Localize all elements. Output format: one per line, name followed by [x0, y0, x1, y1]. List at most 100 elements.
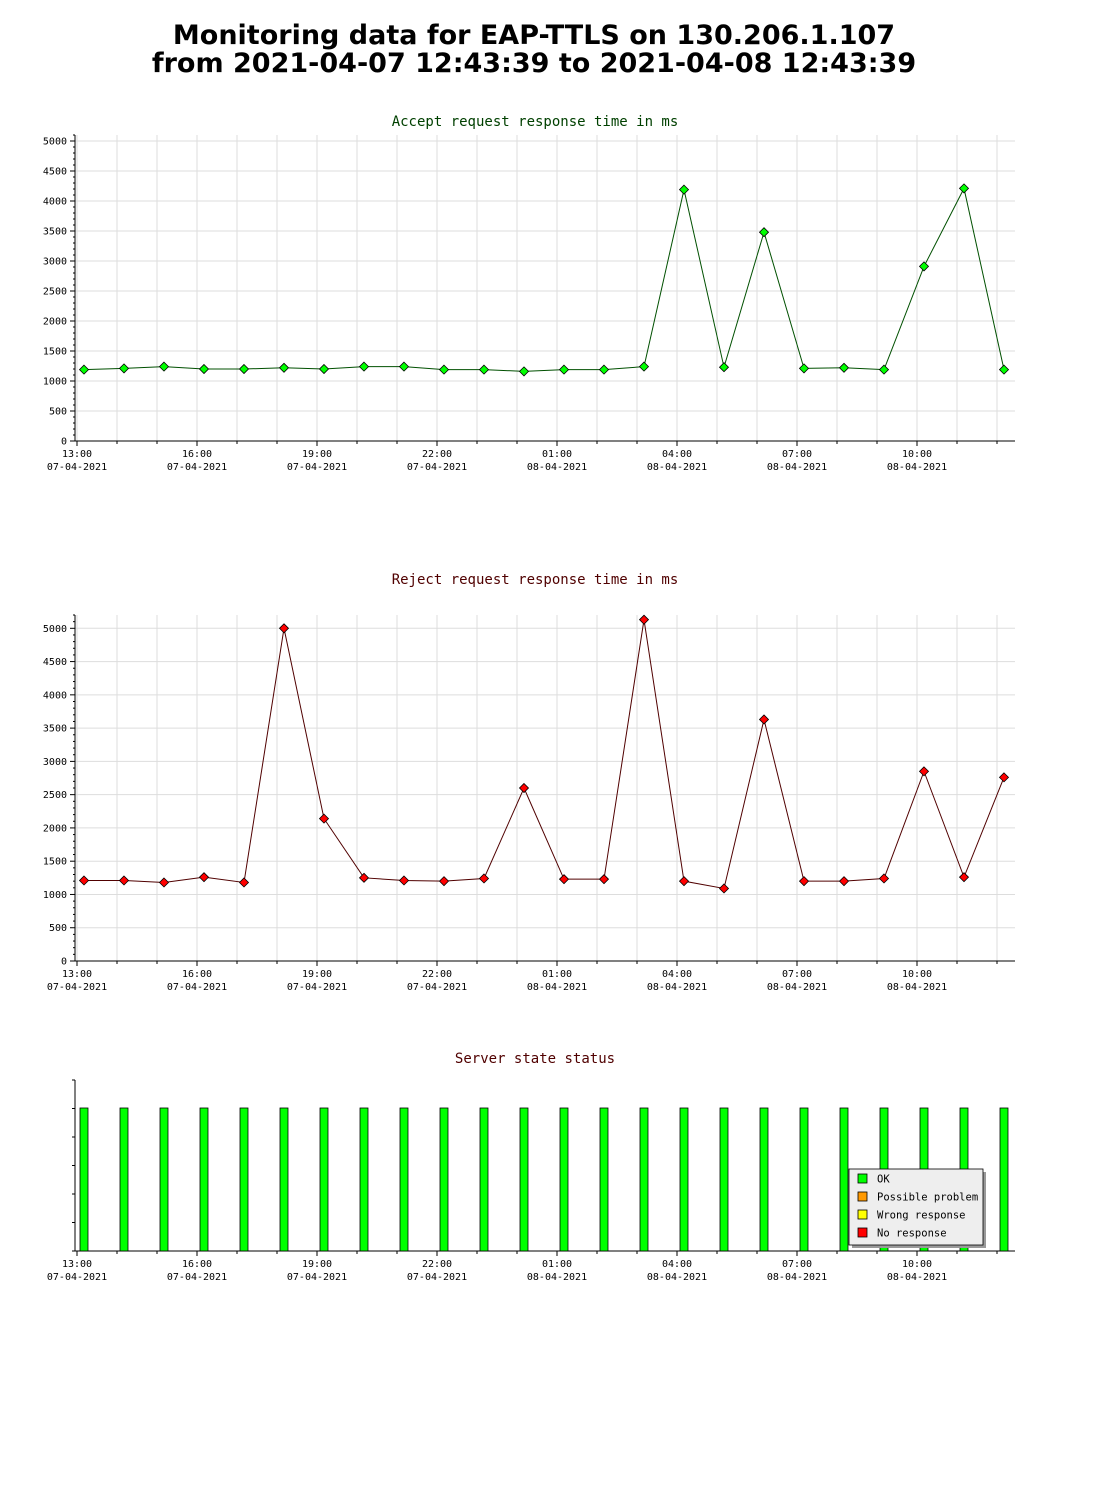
x-tick-date: 07-04-2021	[47, 1272, 107, 1283]
x-tick-date: 08-04-2021	[527, 462, 587, 473]
reject-response-chart: Reject request response time in ms 0 500 10…	[43, 572, 1015, 993]
series-line	[83, 186, 1005, 372]
status-bar	[679, 1107, 689, 1252]
status-bar	[999, 1107, 1009, 1252]
data-point	[678, 876, 690, 887]
x-tick-time: 19:00	[302, 969, 332, 980]
page-title: Monitoring data for EAP-TTLS on 130.206.…	[0, 22, 1068, 78]
x-tick-time: 10:00	[902, 449, 932, 460]
legend-label: OK	[877, 1174, 890, 1186]
y-tick-label: 1000	[43, 377, 67, 388]
y-tick-label: 5000	[43, 624, 67, 635]
y-tick-label: 500	[49, 923, 67, 934]
status-bar	[119, 1107, 129, 1252]
status-bar	[279, 1107, 289, 1252]
status-bar	[759, 1107, 769, 1252]
x-tick-time: 19:00	[302, 449, 332, 460]
data-point	[838, 362, 850, 373]
y-tick-label: 4000	[43, 690, 67, 701]
data-point	[678, 184, 690, 195]
legend-swatch	[857, 1227, 868, 1238]
y-tick-label: 3000	[43, 757, 67, 768]
x-tick-date: 07-04-2021	[287, 1272, 347, 1283]
data-point	[518, 366, 530, 377]
data-point	[638, 361, 650, 372]
x-tick-time: 04:00	[662, 969, 692, 980]
data-point	[758, 714, 770, 725]
y-tick-label: 2000	[43, 823, 67, 834]
x-tick-time: 19:00	[302, 1259, 332, 1270]
status-bar	[239, 1107, 249, 1252]
data-point	[158, 361, 170, 372]
data-point	[798, 876, 810, 887]
data-point	[318, 363, 330, 375]
data-point	[758, 227, 770, 238]
accept-response-chart: Accept request response time in ms 0 500 10…	[43, 114, 1015, 473]
status-bar	[639, 1107, 649, 1252]
status-bar	[439, 1107, 449, 1252]
x-tick-date: 07-04-2021	[407, 982, 467, 993]
data-point	[158, 877, 170, 888]
data-point	[478, 873, 490, 884]
legend-label: Wrong response	[877, 1210, 966, 1222]
data-point	[998, 364, 1010, 375]
x-tick-time: 16:00	[182, 969, 212, 980]
status-bar	[559, 1107, 569, 1252]
x-tick-date: 07-04-2021	[287, 462, 347, 473]
legend-swatch	[857, 1209, 868, 1220]
data-point	[438, 364, 450, 375]
legend-label: No response	[877, 1228, 947, 1240]
data-point	[838, 876, 850, 887]
y-tick-label: 0	[61, 437, 67, 448]
x-tick-date: 08-04-2021	[647, 1272, 707, 1283]
status-bar	[159, 1107, 169, 1252]
data-point	[478, 364, 490, 375]
x-tick-date: 08-04-2021	[527, 982, 587, 993]
status-bar	[799, 1107, 809, 1252]
x-tick-date: 08-04-2021	[647, 982, 707, 993]
data-point	[798, 363, 810, 374]
status-bar	[839, 1107, 849, 1252]
x-tick-date: 08-04-2021	[767, 462, 827, 473]
y-tick-label: 4000	[43, 197, 67, 208]
data-point	[958, 872, 970, 883]
data-point	[998, 772, 1010, 783]
status-bar	[719, 1107, 729, 1252]
data-point	[398, 361, 410, 372]
x-tick-date: 07-04-2021	[287, 982, 347, 993]
x-tick-time: 10:00	[902, 969, 932, 980]
data-point	[878, 873, 890, 884]
x-tick-date: 08-04-2021	[767, 982, 827, 993]
x-tick-time: 01:00	[542, 969, 572, 980]
x-tick-time: 01:00	[542, 449, 572, 460]
data-point	[638, 614, 650, 625]
y-tick-label: 2500	[43, 287, 67, 298]
x-tick-time: 13:00	[62, 969, 92, 980]
x-tick-date: 08-04-2021	[767, 1272, 827, 1283]
data-point	[78, 364, 90, 375]
x-tick-time: 07:00	[782, 1259, 812, 1270]
data-point	[118, 363, 130, 374]
y-tick-label: 5000	[43, 137, 67, 148]
x-tick-time: 13:00	[62, 1259, 92, 1270]
y-tick-label: 1500	[43, 857, 67, 868]
status-bar	[319, 1107, 329, 1252]
server-status-chart: Server state status 13:00 07-04-2021 16:00 0…	[47, 1051, 1015, 1283]
legend-background	[848, 1168, 984, 1246]
data-point	[518, 782, 530, 794]
x-tick-date: 07-04-2021	[167, 982, 227, 993]
data-point	[598, 874, 610, 885]
data-point	[318, 813, 330, 824]
status-bar	[599, 1107, 609, 1252]
x-tick-date: 07-04-2021	[407, 462, 467, 473]
chart-title: Reject request response time in ms	[392, 572, 679, 588]
y-tick-label: 3000	[43, 257, 67, 268]
data-point	[718, 883, 730, 894]
y-tick-label: 4500	[43, 657, 67, 668]
status-bar	[519, 1107, 529, 1252]
y-tick-label: 3500	[43, 227, 67, 238]
x-tick-time: 07:00	[782, 449, 812, 460]
data-point	[918, 766, 930, 777]
status-bar	[479, 1107, 489, 1252]
